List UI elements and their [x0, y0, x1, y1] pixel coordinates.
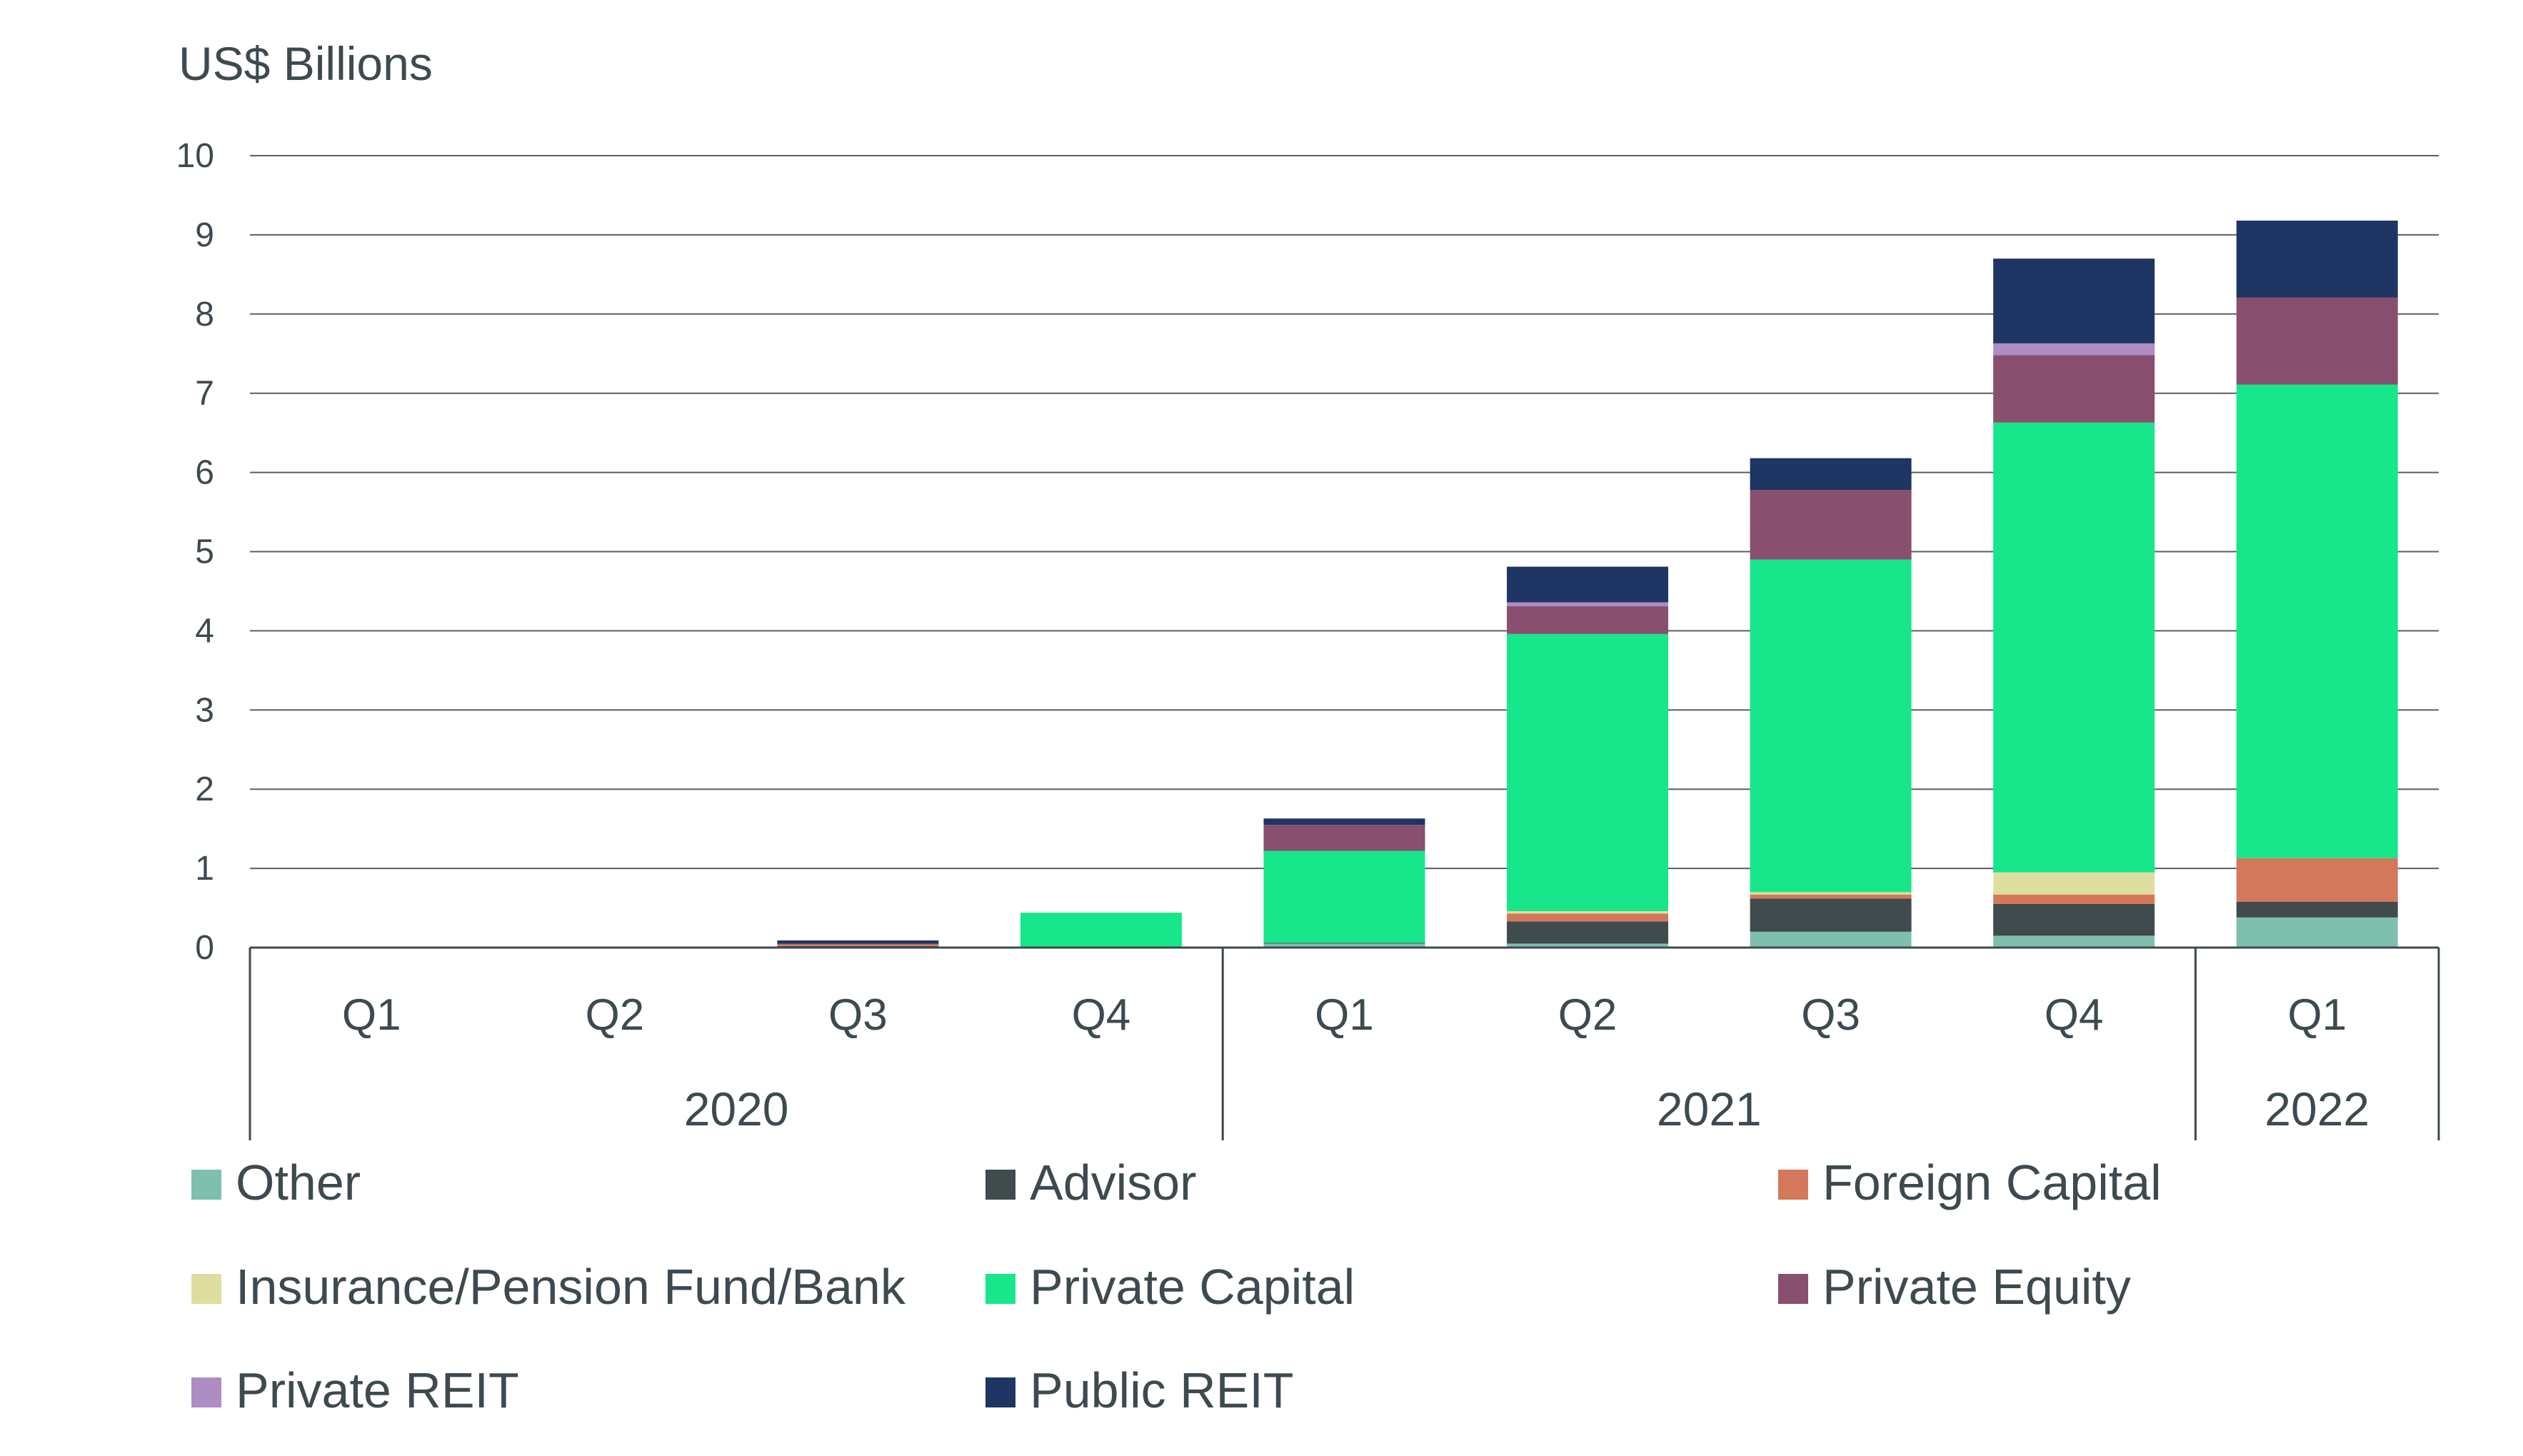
bar-segment — [1507, 910, 1669, 914]
gridlines — [250, 155, 2439, 948]
bar-segment — [1750, 894, 1912, 899]
bar-segment — [777, 940, 939, 944]
bar-segment — [2236, 901, 2398, 918]
legend-label: Private Capital — [1030, 1259, 1355, 1315]
bar-segment — [1507, 921, 1669, 944]
legend-item: Insurance/Pension Fund/Bank — [191, 1259, 906, 1315]
bar-segment — [1750, 931, 1912, 948]
bar-segment — [2236, 917, 2398, 948]
bar-segment — [1993, 904, 2155, 936]
bar-segment — [2236, 858, 2398, 902]
bar-segment — [1750, 489, 1912, 560]
x-tick-label: Q4 — [1072, 990, 1131, 1040]
bar-segment — [1750, 892, 1912, 895]
bar-stack — [1993, 258, 2155, 948]
y-tick-label: 2 — [195, 770, 214, 808]
bar-segment — [777, 945, 939, 947]
y-tick-label: 4 — [195, 612, 214, 650]
legend-item: Private Equity — [1778, 1259, 2131, 1315]
legend-swatch — [985, 1170, 1015, 1200]
bar-segment — [1507, 566, 1669, 603]
bar-segment — [1507, 943, 1669, 948]
x-tick-label: Q3 — [828, 990, 888, 1040]
y-tick-label: 8 — [195, 296, 214, 333]
year-label: 2020 — [684, 1083, 789, 1135]
legend-item: Foreign Capital — [1778, 1155, 2162, 1210]
legend-swatch — [191, 1377, 221, 1407]
legend-item: Private Capital — [985, 1259, 1355, 1315]
legend-label: Advisor — [1030, 1155, 1196, 1210]
legend-item: Other — [191, 1155, 361, 1210]
legend-item: Private REIT — [191, 1362, 519, 1418]
x-tick-label: Q2 — [1558, 990, 1617, 1040]
bar-segment — [1263, 825, 1425, 851]
bar-segment — [1507, 606, 1669, 634]
bar-segment — [1750, 458, 1912, 490]
bar-segment — [1263, 818, 1425, 825]
bar-segment — [2236, 220, 2398, 298]
y-tick-label: 9 — [195, 216, 214, 254]
y-tick-label: 1 — [195, 850, 214, 888]
bar-segment — [1020, 913, 1182, 947]
y-tick-label: 10 — [176, 137, 214, 175]
y-axis-ticks: 0 1 2 3 4 5 6 7 8 9 10 — [176, 137, 214, 967]
bar-segment — [777, 943, 939, 945]
bar-segment — [1993, 872, 2155, 895]
bar-segment — [1993, 258, 2155, 343]
bar-stack — [1020, 913, 1182, 948]
bar-segment — [1263, 850, 1425, 943]
legend-label: Other — [236, 1155, 361, 1210]
bar-segment — [1263, 943, 1425, 948]
x-tick-label: Q3 — [1801, 990, 1860, 1040]
legend-label: Private REIT — [236, 1362, 519, 1418]
legend-swatch — [191, 1170, 221, 1200]
bar-segment — [1993, 935, 2155, 948]
bar-segment — [1993, 422, 2155, 873]
bar-segment — [777, 944, 939, 946]
bar-segment — [1993, 894, 2155, 905]
bar-segment — [1750, 898, 1912, 932]
y-tick-label: 6 — [195, 454, 214, 492]
bar-segment — [1993, 343, 2155, 356]
bar-stack — [1507, 566, 1669, 948]
legend-label: Private Equity — [1822, 1259, 2131, 1315]
y-tick-label: 3 — [195, 691, 214, 729]
bar-segment — [1507, 602, 1669, 607]
x-tick-label: Q1 — [1315, 990, 1374, 1040]
year-label: 2021 — [1657, 1083, 1762, 1135]
y-tick-label: 0 — [195, 929, 214, 967]
legend-swatch — [191, 1274, 221, 1304]
legend-swatch — [985, 1274, 1015, 1304]
bar-stack — [1750, 458, 1912, 948]
bar-segment — [2236, 297, 2398, 385]
year-label: 2022 — [2264, 1083, 2369, 1135]
legend-swatch — [985, 1377, 1015, 1407]
bar-segment — [1507, 633, 1669, 911]
y-tick-label: 5 — [195, 533, 214, 571]
legend-label: Public REIT — [1030, 1362, 1294, 1418]
x-axis: Q1 Q2 Q3 Q4 Q1 Q2 Q3 Q4 Q1 2020 2021 2022 — [249, 946, 2440, 1140]
x-tick-label: Q2 — [585, 990, 644, 1040]
legend-item: Advisor — [985, 1155, 1196, 1210]
bar-stack — [2236, 220, 2398, 948]
x-tick-label: Q1 — [2287, 990, 2347, 1040]
y-axis-unit-label: US$ Billions — [179, 37, 433, 90]
bar-segment — [1507, 913, 1669, 922]
x-tick-label: Q4 — [2045, 990, 2104, 1040]
legend-swatch — [1778, 1274, 1808, 1304]
bar-stack — [1263, 818, 1425, 948]
legend-swatch — [1778, 1170, 1808, 1200]
legend-label: Insurance/Pension Fund/Bank — [236, 1259, 906, 1315]
legend-label: Foreign Capital — [1822, 1155, 2162, 1210]
bar-segment — [1750, 559, 1912, 893]
y-tick-label: 7 — [195, 375, 214, 413]
bar-segment — [1993, 355, 2155, 423]
x-tick-label: Q1 — [342, 990, 401, 1040]
legend: Other Advisor Foreign Capital Insurance/Pen… — [191, 1155, 2162, 1418]
bars — [777, 220, 2398, 948]
legend-item: Public REIT — [985, 1362, 1294, 1418]
bar-segment — [2236, 384, 2398, 858]
